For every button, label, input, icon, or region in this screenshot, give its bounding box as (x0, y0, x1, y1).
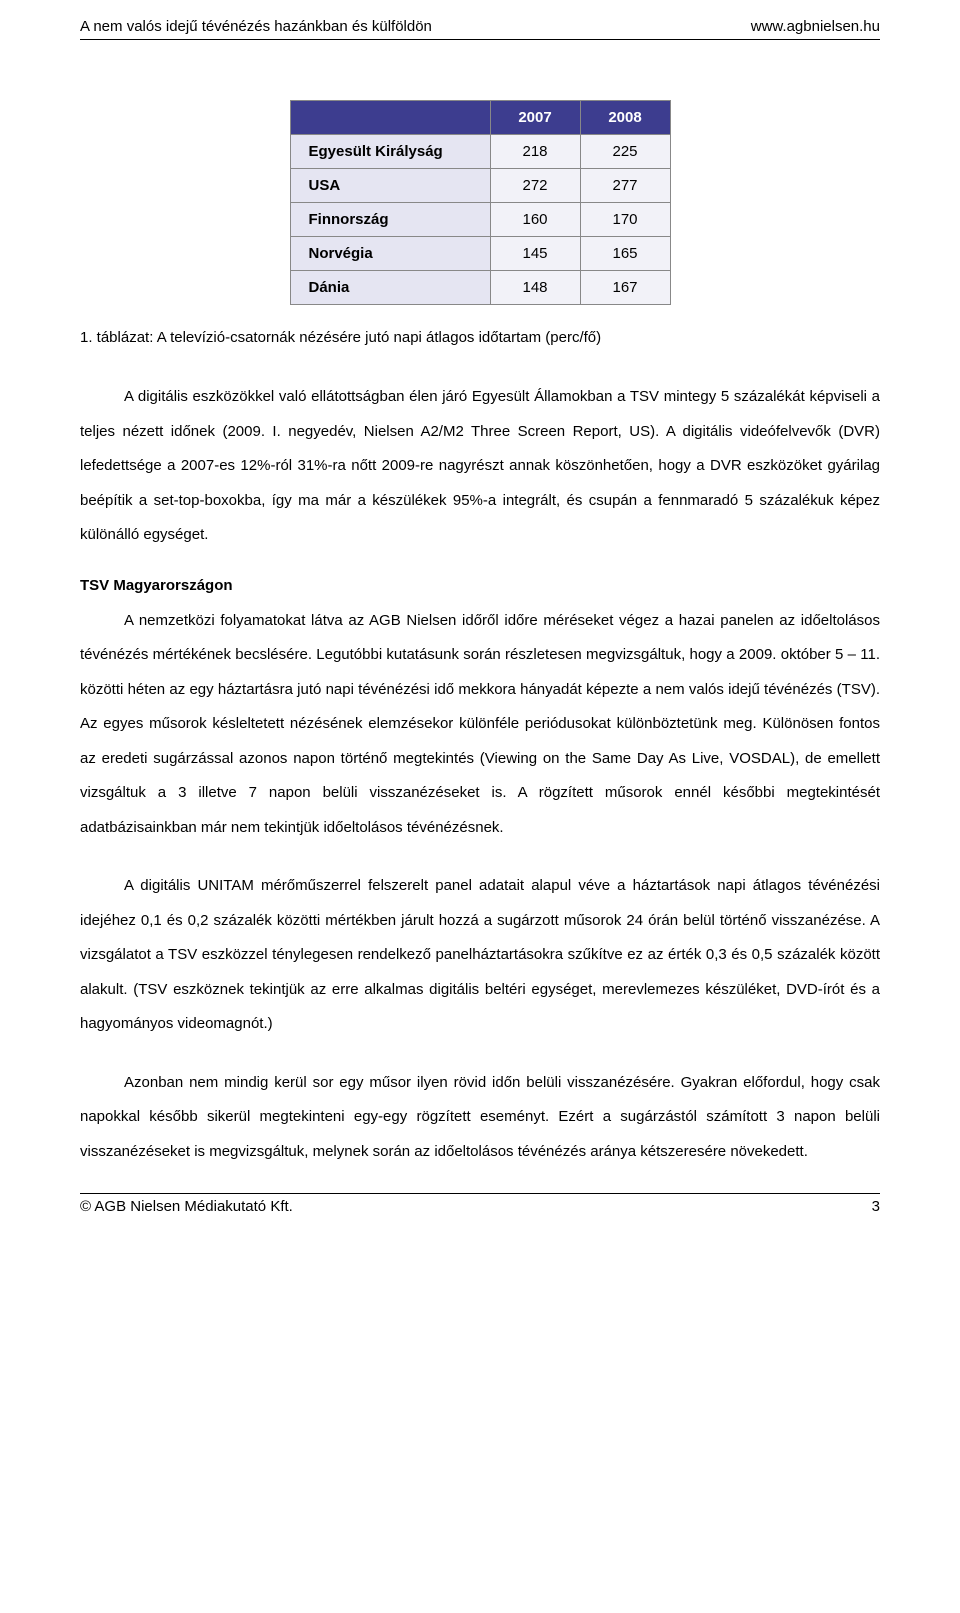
table-value-cell: 218 (490, 135, 580, 169)
table-row: Egyesült Királyság 218 225 (290, 135, 670, 169)
table-value-cell: 272 (490, 169, 580, 203)
table-value-cell: 170 (580, 203, 670, 237)
page-header: A nem valós idejű tévénézés hazánkban és… (80, 18, 880, 40)
table-value-cell: 277 (580, 169, 670, 203)
table-value-cell: 148 (490, 271, 580, 305)
table-col-2007: 2007 (490, 101, 580, 135)
table-row: Dánia 148 167 (290, 271, 670, 305)
table-country-cell: Dánia (290, 271, 490, 305)
table-row: Finnország 160 170 (290, 203, 670, 237)
table-country-cell: Egyesült Királyság (290, 135, 490, 169)
table-country-cell: USA (290, 169, 490, 203)
paragraph-4: Azonban nem mindig kerül sor egy műsor i… (80, 1066, 880, 1170)
header-title: A nem valós idejű tévénézés hazánkban és… (80, 18, 432, 35)
table-col-2008: 2008 (580, 101, 670, 135)
table-country-cell: Finnország (290, 203, 490, 237)
table-country-cell: Norvégia (290, 237, 490, 271)
paragraph-1: A digitális eszközökkel való ellátottság… (80, 380, 880, 553)
table-value-cell: 160 (490, 203, 580, 237)
footer-copyright: © AGB Nielsen Médiakutató Kft. (80, 1198, 293, 1215)
table-value-cell: 225 (580, 135, 670, 169)
data-table: 2007 2008 Egyesült Királyság 218 225 USA… (290, 100, 671, 305)
table-corner-cell (290, 101, 490, 135)
data-table-wrap: 2007 2008 Egyesült Királyság 218 225 USA… (80, 100, 880, 305)
paragraph-3: A digitális UNITAM mérőműszerrel felszer… (80, 869, 880, 1042)
table-value-cell: 167 (580, 271, 670, 305)
footer-pagenum: 3 (872, 1198, 880, 1215)
table-row: Norvégia 145 165 (290, 237, 670, 271)
table-row: USA 272 277 (290, 169, 670, 203)
table-caption: 1. táblázat: A televízió-csatornák nézés… (80, 329, 880, 346)
table-value-cell: 145 (490, 237, 580, 271)
page-footer: © AGB Nielsen Médiakutató Kft. 3 (80, 1193, 880, 1215)
table-header-row: 2007 2008 (290, 101, 670, 135)
header-url: www.agbnielsen.hu (751, 18, 880, 35)
paragraph-2: A nemzetközi folyamatokat látva az AGB N… (80, 604, 880, 846)
section-heading: TSV Magyarországon (80, 577, 880, 594)
table-value-cell: 165 (580, 237, 670, 271)
